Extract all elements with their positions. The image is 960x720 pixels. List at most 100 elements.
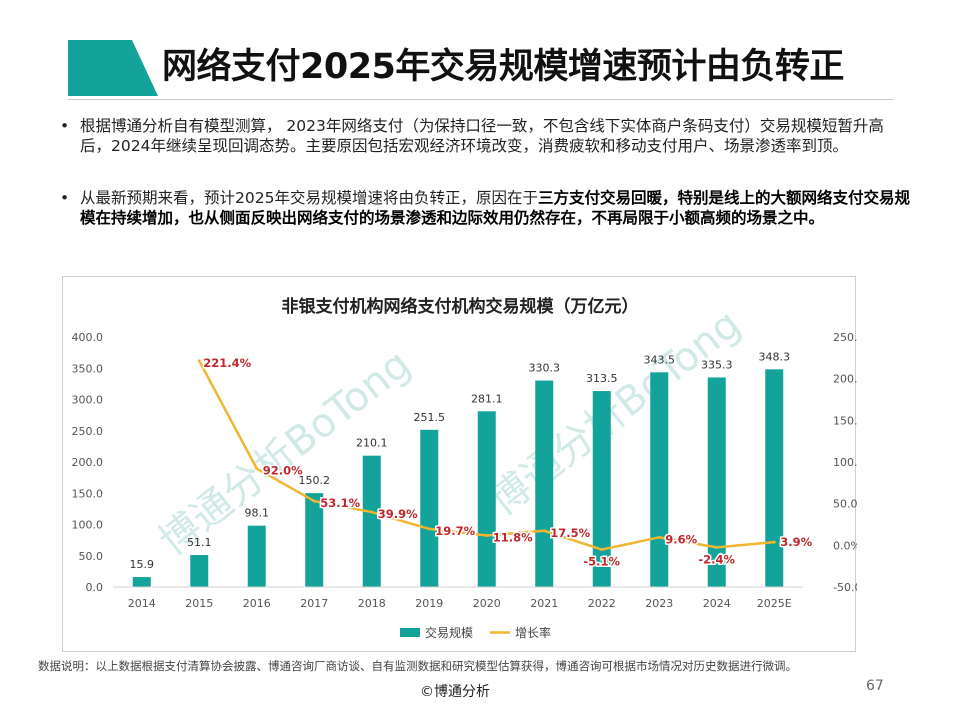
growth-rate-point [715, 545, 719, 549]
line-labels: 221.4% 92.0% 53.1% 39.9% 19.7% 11.8% 17.5% -5.1… [202, 354, 814, 570]
x-axis: 2014 2015 2016 2017 2018 2019 2020 2021 2022 2023… [113, 586, 803, 610]
bar-value-label: 335.3 [701, 358, 733, 371]
growth-rate-point [772, 540, 776, 544]
bullet-dot: • [60, 117, 70, 135]
bar [420, 429, 439, 587]
growth-rate-point [312, 499, 316, 503]
legend-swatch-bar [400, 628, 420, 637]
bullet-point-1: • 根据博通分析自有模型测算， 2023年网络支付（为保持口径一致，不包含线下实… [60, 116, 910, 156]
right-axis-tick-label: 50.0% [833, 498, 857, 511]
right-axis-tick-label: 200.0% [833, 373, 857, 386]
bullet-2-bold-text: 三方支付交易回暖，特别是线上的大额网络支付交易规模在持续增加，也从侧面反映出网络… [80, 189, 910, 227]
bar [707, 377, 726, 587]
x-axis-tick-label: 2020 [473, 597, 501, 610]
left-axis-tick-label: 200.0 [72, 456, 104, 469]
bar [247, 525, 266, 587]
bar-value-label: 313.5 [586, 372, 618, 385]
left-axis-tick-label: 100.0 [72, 519, 104, 532]
title-accent-shape [68, 40, 158, 96]
x-axis-tick-label: 2019 [415, 597, 443, 610]
bullet-point-2: • 从最新预期来看，预计2025年交易规模增速将由负转正，原因在于三方支付交易回… [60, 188, 910, 228]
bar-value-label: 150.2 [299, 474, 331, 487]
x-axis-tick-label: 2017 [300, 597, 328, 610]
right-axis: -50.0% 0.0% 50.0% 100.0% 150.0% 200.0% 250.0% [833, 331, 857, 594]
right-axis-tick-label: 150.0% [833, 414, 857, 427]
bar-value-label: 348.3 [759, 350, 791, 363]
right-axis-tick-label: 250.0% [833, 331, 857, 344]
bar-value-label: 15.9 [130, 558, 155, 571]
bar [477, 411, 496, 587]
bar [535, 380, 554, 587]
growth-rate-point [600, 548, 604, 552]
growth-rate-label: 221.4% [203, 356, 251, 370]
growth-rate-point [542, 529, 546, 533]
x-axis-tick-label: 2014 [128, 597, 156, 610]
growth-rate-label: -2.4% [698, 552, 735, 566]
left-axis-tick-label: 250.0 [72, 425, 104, 438]
left-axis-tick-label: 400.0 [72, 331, 104, 344]
right-axis-tick-label: -50.0% [833, 581, 857, 594]
growth-rate-point [370, 510, 374, 514]
growth-rate-point [197, 359, 201, 363]
growth-rate-label: 53.1% [320, 496, 360, 510]
bar-value-label: 343.5 [644, 353, 676, 366]
chart-title: 非银支付机构网络支付机构交易规模（万亿元） [282, 296, 639, 317]
title-divider [68, 99, 894, 100]
x-axis-tick-label: 2024 [703, 597, 731, 610]
legend-label-bar: 交易规模 [425, 625, 473, 640]
bar-series [132, 369, 784, 587]
x-axis-tick-label: 2015 [185, 597, 213, 610]
bar-value-label: 281.1 [471, 392, 503, 405]
chart-legend: 交易规模 增长率 [400, 625, 551, 640]
growth-rate-label: -5.1% [583, 555, 620, 569]
legend-label-line: 增长率 [515, 625, 551, 640]
right-axis-tick-label: 100.0% [833, 456, 857, 469]
growth-rate-label: 39.9% [378, 507, 418, 521]
growth-rate-point [657, 535, 661, 539]
x-axis-tick-label: 2021 [530, 597, 558, 610]
bar-labels: 15.9 51.1 98.1 150.2 210.1 251.5 281.1 330.3 313… [130, 350, 791, 571]
bar [305, 493, 324, 587]
right-axis-tick-label: 0.0% [833, 539, 857, 552]
growth-rate-point [427, 527, 431, 531]
left-axis-tick-label: 50.0 [79, 550, 104, 563]
bar-value-label: 210.1 [356, 437, 388, 450]
bar [190, 555, 209, 587]
growth-rate-point [485, 534, 489, 537]
bullet-dot: • [60, 189, 70, 207]
x-axis-tick-label: 2023 [645, 597, 673, 610]
combo-chart: 博通分析BoTong 博通分析BoTong 非银支付机构网络支付机构交易规模（万亿… [72, 296, 858, 640]
left-axis-tick-label: 350.0 [72, 362, 104, 375]
bar [650, 372, 669, 587]
bullet-2-text: 从最新预期来看，预计2025年交易规模增速将由负转正，原因在于 [80, 189, 538, 207]
growth-rate-point [255, 467, 259, 471]
bar [362, 455, 381, 587]
growth-rate-label: 92.0% [263, 464, 303, 478]
bar-value-label: 51.1 [187, 536, 212, 549]
x-axis-tick-label: 2025E [757, 597, 792, 610]
data-source-note: 数据说明：以上数据根据支付清算协会披露、博通咨询厂商访谈、自有监测数据和研究模型… [38, 659, 797, 673]
line-series [197, 359, 776, 552]
bar [592, 391, 611, 587]
growth-rate-label: 17.5% [550, 526, 590, 540]
left-axis-tick-label: 150.0 [72, 487, 104, 500]
bar [132, 577, 151, 587]
x-axis-tick-label: 2018 [358, 597, 386, 610]
bar [765, 369, 784, 587]
growth-rate-label: 3.9% [780, 535, 812, 549]
x-axis-tick-label: 2016 [243, 597, 271, 610]
left-axis-tick-label: 0.0 [86, 581, 104, 594]
page-title: 网络支付2025年交易规模增速预计由负转正 [162, 47, 844, 87]
page-number: 67 [866, 678, 884, 694]
growth-rate-label: 19.7% [435, 524, 475, 538]
x-axis-tick-label: 2022 [588, 597, 616, 610]
growth-rate-label: 9.6% [665, 532, 697, 546]
bar-value-label: 251.5 [414, 411, 446, 424]
chart-container: 博通分析BoTong 博通分析BoTong 非银支付机构网络支付机构交易规模（万亿… [62, 276, 858, 652]
left-axis-tick-label: 300.0 [72, 394, 104, 407]
footer-copyright: ©博通分析 [420, 684, 490, 700]
bar-value-label: 98.1 [245, 507, 270, 520]
growth-rate-label: 11.8% [493, 531, 533, 545]
bar-value-label: 330.3 [529, 362, 561, 375]
left-axis: 0.0 50.0 100.0 150.0 200.0 250.0 300.0 350.0 400… [72, 331, 104, 594]
